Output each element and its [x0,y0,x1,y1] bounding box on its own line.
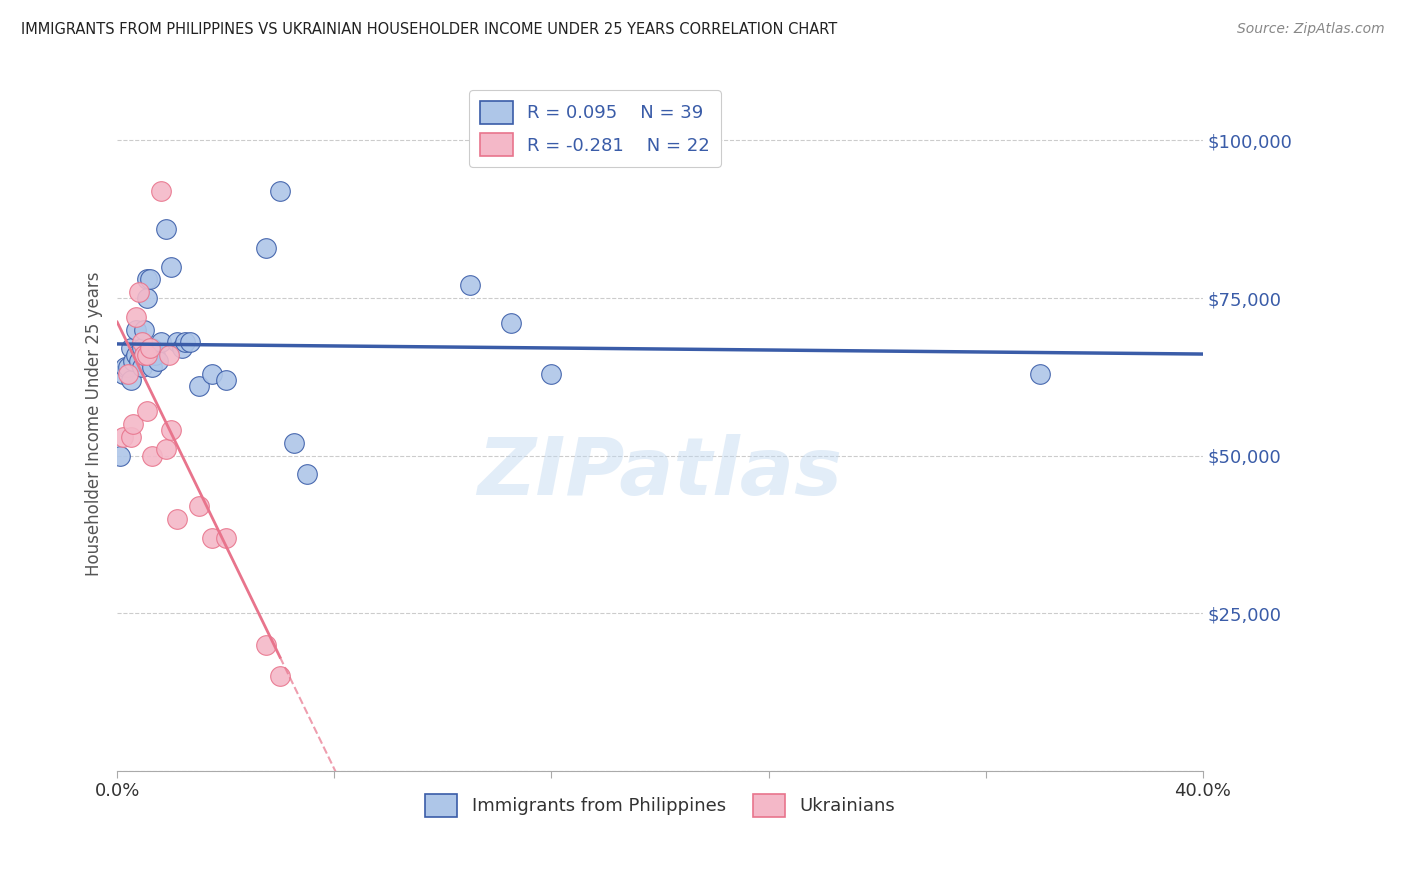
Point [128,285,150,299]
Point [295,467,318,482]
Point [125,322,148,336]
Point [149,335,172,350]
Point [143,348,166,362]
Point [108,449,131,463]
Point [155,442,177,457]
Point [128,354,150,368]
Point [136,404,159,418]
Point [187,499,209,513]
Point [256,638,278,652]
Point [136,348,159,362]
Point [215,531,238,545]
Point [134,348,156,362]
Point [155,221,177,235]
Point [111,367,134,381]
Text: ZIPatlas: ZIPatlas [478,434,842,512]
Point [146,354,169,368]
Point [172,342,194,356]
Point [269,669,291,683]
Point [141,342,163,356]
Point [122,354,145,368]
Point [283,436,305,450]
Point [117,360,139,375]
Point [134,322,156,336]
Point [201,531,224,545]
Point [114,360,136,375]
Point [120,373,142,387]
Point [458,278,481,293]
Point [160,423,183,437]
Point [125,310,148,324]
Point [160,260,183,274]
Point [174,335,197,350]
Point [136,272,159,286]
Point [136,291,159,305]
Point [141,449,163,463]
Point [1029,367,1052,381]
Point [540,367,562,381]
Point [139,272,162,286]
Point [120,342,142,356]
Y-axis label: Householder Income Under 25 years: Householder Income Under 25 years [86,272,103,576]
Point [134,348,156,362]
Point [215,373,238,387]
Point [139,342,162,356]
Text: IMMIGRANTS FROM PHILIPPINES VS UKRAINIAN HOUSEHOLDER INCOME UNDER 25 YEARS CORRE: IMMIGRANTS FROM PHILIPPINES VS UKRAINIAN… [21,22,838,37]
Point [149,184,172,198]
Legend: Immigrants from Philippines, Ukrainians: Immigrants from Philippines, Ukrainians [418,787,903,824]
Text: Source: ZipAtlas.com: Source: ZipAtlas.com [1237,22,1385,37]
Point [117,367,139,381]
Point [269,184,291,198]
Point [201,367,224,381]
Point [131,335,153,350]
Point [141,360,163,375]
Point [157,348,180,362]
Point [166,335,188,350]
Point [131,360,153,375]
Point [187,379,209,393]
Point [166,511,188,525]
Point [111,430,134,444]
Point [131,342,153,356]
Point [256,241,278,255]
Point [179,335,201,350]
Point [122,417,145,431]
Point [125,348,148,362]
Point [120,430,142,444]
Point [499,316,522,330]
